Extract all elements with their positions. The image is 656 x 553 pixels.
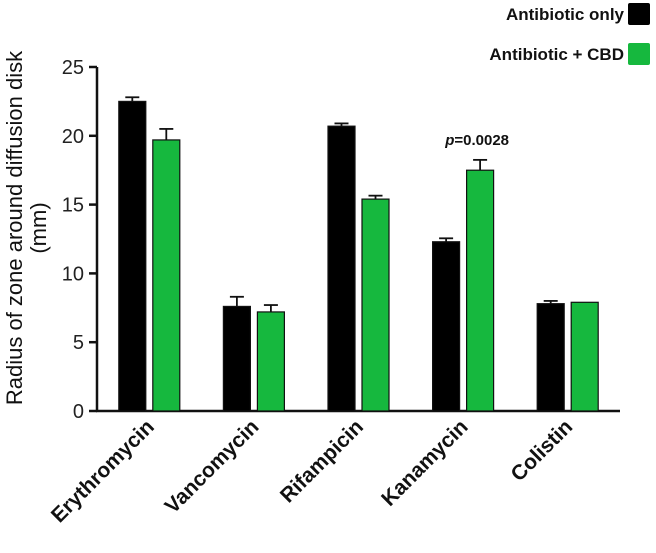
y-axis: 0 5 10 15 20 25 (62, 57, 99, 423)
x-tick-label-kanamycin: Kanamycin (377, 415, 472, 510)
bar-erythromycin-antibiotic-only (118, 100, 147, 412)
y-tick-label: 5 (73, 332, 84, 354)
y-tick-label: 10 (62, 263, 84, 285)
bar-colistin-antibiotic-cbd (570, 301, 599, 412)
bar-vancomycin-antibiotic-cbd (256, 311, 285, 412)
legend: Antibiotic only Antibiotic + CBD (489, 3, 650, 65)
bar-rifampicin-antibiotic-cbd (361, 198, 390, 412)
x-tick-label-erythromycin: Erythromycin (47, 415, 159, 527)
y-axis-title-line-2: (mm) (26, 202, 51, 253)
p-value-annotation: p=0.0028 (444, 132, 509, 149)
x-axis: Erythromycin Vancomycin Rifampicin Kanamyci… (47, 409, 620, 527)
y-tick-label: 20 (62, 126, 84, 148)
annotations: p=0.0028 (444, 132, 509, 149)
legend-label-1: Antibiotic only (506, 5, 625, 24)
y-axis-title: Radius of zone around diffusion disk (mm) (2, 50, 51, 405)
x-tick-label-rifampicin: Rifampicin (276, 415, 368, 507)
bar-erythromycin-antibiotic-cbd (152, 139, 181, 412)
bar-colistin-antibiotic-only (536, 303, 565, 412)
legend-swatch-2 (628, 43, 650, 65)
bar-rifampicin-antibiotic-only (327, 125, 356, 412)
legend-label-2: Antibiotic + CBD (489, 45, 624, 64)
y-axis-title-line-1: Radius of zone around diffusion disk (2, 50, 27, 405)
bar-kanamycin-antibiotic-cbd (466, 169, 495, 412)
x-tick-label-vancomycin: Vancomycin (161, 415, 264, 518)
bars (118, 96, 599, 412)
x-tick-label-colistin: Colistin (507, 415, 578, 486)
y-tick-label: 15 (62, 195, 84, 217)
y-tick-label: 0 (73, 401, 84, 423)
bar-kanamycin-antibiotic-only (432, 241, 461, 412)
legend-swatch-1 (628, 3, 650, 25)
y-tick-label: 25 (62, 57, 84, 79)
bar-vancomycin-antibiotic-only (222, 305, 251, 412)
